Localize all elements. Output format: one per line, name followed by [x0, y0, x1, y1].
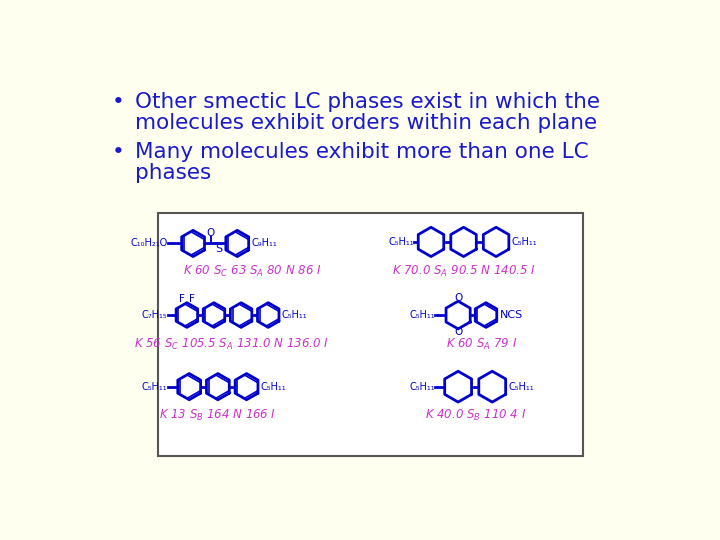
- Text: F: F: [179, 294, 185, 304]
- Text: C₅H₁₁: C₅H₁₁: [142, 382, 168, 392]
- Text: Many molecules exhibit more than one LC: Many molecules exhibit more than one LC: [135, 142, 588, 162]
- Bar: [158, 213, 583, 456]
- Text: •: •: [112, 142, 125, 162]
- Text: F: F: [189, 294, 194, 304]
- Text: K 60 S$_A$ 79 I: K 60 S$_A$ 79 I: [446, 337, 517, 352]
- Text: O: O: [454, 293, 462, 303]
- Text: C₅H₁₁: C₅H₁₁: [388, 237, 414, 247]
- Text: NCS: NCS: [500, 310, 523, 320]
- Text: C₅H₁₁: C₅H₁₁: [261, 382, 286, 392]
- Text: K 60 S$_C$ 63 S$_A$ 80 N 86 I: K 60 S$_C$ 63 S$_A$ 80 N 86 I: [184, 265, 322, 280]
- Text: C₉H₁₁: C₉H₁₁: [251, 239, 277, 248]
- Text: Other smectic LC phases exist in which the: Other smectic LC phases exist in which t…: [135, 92, 600, 112]
- Text: C₅H₁₁: C₅H₁₁: [508, 382, 534, 392]
- Text: O: O: [207, 228, 215, 239]
- Text: C₅H₁₁: C₅H₁₁: [512, 237, 537, 247]
- Text: K 13 S$_B$ 164 N 166 I: K 13 S$_B$ 164 N 166 I: [159, 408, 276, 423]
- Text: C₇H₁₅: C₇H₁₅: [142, 310, 168, 320]
- Text: O: O: [454, 327, 462, 337]
- Text: C₅H₁₁: C₅H₁₁: [282, 310, 307, 320]
- Text: phases: phases: [135, 163, 211, 183]
- Text: C₅H₁₁: C₅H₁₁: [409, 382, 435, 392]
- Text: K 40.0 S$_B$ 110 4 I: K 40.0 S$_B$ 110 4 I: [425, 408, 526, 423]
- Text: K 56 S$_C$ 105.5 S$_A$ 131.0 N 136.0 I: K 56 S$_C$ 105.5 S$_A$ 131.0 N 136.0 I: [134, 337, 328, 352]
- Text: C₅H₁₁: C₅H₁₁: [409, 310, 435, 320]
- Text: C₁₀H₂₁O: C₁₀H₂₁O: [130, 239, 168, 248]
- Text: •: •: [112, 92, 125, 112]
- Text: S: S: [215, 244, 222, 254]
- Text: molecules exhibit orders within each plane: molecules exhibit orders within each pla…: [135, 112, 597, 132]
- Text: K 70.0 S$_A$ 90.5 N 140.5 I: K 70.0 S$_A$ 90.5 N 140.5 I: [392, 264, 536, 279]
